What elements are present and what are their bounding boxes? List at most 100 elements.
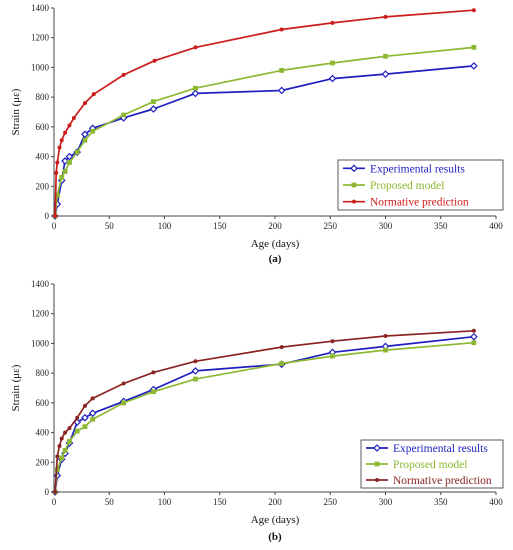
- data-point: [383, 14, 388, 19]
- series-normative-prediction: [53, 328, 476, 494]
- y-tick-label: 0: [45, 487, 50, 497]
- legend-entry: Proposed model: [393, 459, 467, 471]
- data-point: [279, 27, 284, 32]
- x-tick-label: 50: [105, 221, 115, 231]
- data-point: [383, 334, 388, 338]
- data-point: [193, 359, 198, 364]
- y-axis-label: Strain (με): [10, 364, 22, 411]
- y-tick-label: 600: [36, 122, 50, 132]
- y-tick-label: 400: [36, 428, 50, 438]
- y-tick-label: 200: [36, 181, 50, 191]
- data-point: [381, 70, 390, 78]
- data-point: [67, 160, 72, 165]
- data-point: [471, 328, 476, 333]
- data-point: [82, 101, 87, 106]
- data-point: [54, 170, 59, 175]
- data-point: [53, 214, 58, 218]
- data-point: [151, 370, 156, 375]
- legend-box: [337, 159, 504, 211]
- legend-marker: [351, 182, 357, 188]
- chart-panel-a: 0 200 400 600 800 1000 1200 1400 0 50 100 150 200 250…: [10, 3, 504, 265]
- panel-label: (b): [268, 531, 282, 543]
- y-tick-label: 1000: [31, 62, 50, 72]
- data-point: [330, 60, 335, 66]
- legend: Experimental results Proposed model Normat…: [337, 159, 504, 211]
- data-point: [82, 424, 88, 430]
- data-point: [279, 68, 285, 73]
- data-point: [471, 44, 477, 50]
- y-tick-label: 1400: [31, 3, 50, 13]
- chart-panel-b: 0 200 400 600 800 1000 1200 1400 0 50 100 150 200 250…: [10, 279, 504, 543]
- data-point: [67, 123, 72, 128]
- x-tick-label: 400: [489, 497, 503, 507]
- legend-entry: Normative prediction: [370, 197, 469, 209]
- data-point: [328, 74, 337, 83]
- y-tick-label: 400: [36, 152, 50, 162]
- data-point: [193, 85, 198, 91]
- y-tick-label: 1000: [31, 338, 50, 348]
- legend-marker: [374, 461, 380, 467]
- data-point: [67, 439, 72, 444]
- data-point: [91, 92, 96, 97]
- data-point: [151, 99, 156, 104]
- x-tick-label: 0: [52, 497, 57, 507]
- x-tick-label: 200: [268, 497, 282, 507]
- y-tick-label: 1200: [31, 309, 50, 319]
- data-point: [151, 389, 156, 395]
- data-point: [383, 347, 388, 353]
- x-tick-label: 300: [379, 221, 393, 231]
- data-point: [55, 454, 60, 459]
- series-experimental-results: [51, 62, 478, 220]
- data-point: [59, 436, 64, 441]
- y-tick-label: 800: [36, 368, 50, 378]
- data-point: [191, 367, 200, 375]
- series-line: [54, 329, 474, 493]
- data-point: [53, 490, 58, 494]
- x-tick-label: 0: [52, 221, 57, 231]
- data-point: [90, 396, 95, 401]
- legend-marker: [352, 199, 356, 204]
- y-tick-label: 800: [36, 92, 50, 102]
- x-tick-label: 200: [268, 221, 282, 231]
- data-point: [193, 45, 198, 50]
- data-point: [57, 145, 62, 150]
- legend-entry: Normative prediction: [393, 475, 492, 487]
- data-point: [82, 403, 87, 408]
- data-point: [471, 340, 477, 346]
- y-axis-label: Strain (με): [10, 88, 22, 135]
- x-tick-label: 100: [158, 497, 172, 507]
- data-point: [54, 192, 60, 198]
- legend-marker: [350, 164, 358, 173]
- data-point: [121, 400, 127, 406]
- data-point: [193, 376, 198, 382]
- y-tick-label: 0: [45, 211, 50, 221]
- legend-entry: Experimental results: [370, 163, 465, 175]
- data-point: [277, 86, 286, 95]
- data-point: [121, 381, 126, 386]
- legend-entry: Proposed model: [370, 180, 444, 192]
- data-point: [74, 149, 80, 155]
- x-axis-label: Age (days): [251, 514, 300, 526]
- data-point: [279, 361, 285, 366]
- data-point: [63, 430, 68, 435]
- y-tick-label: 200: [36, 457, 50, 467]
- data-point: [59, 174, 65, 180]
- data-point: [279, 345, 284, 350]
- data-point: [55, 160, 60, 165]
- x-axis-label: Age (days): [251, 238, 300, 250]
- y-tick-label: 1400: [31, 279, 50, 289]
- x-tick-label: 400: [489, 221, 503, 231]
- x-tick-label: 150: [213, 497, 227, 507]
- data-point: [65, 152, 74, 161]
- data-point: [330, 353, 335, 359]
- data-point: [90, 128, 96, 134]
- data-point: [149, 105, 158, 113]
- data-point: [75, 415, 80, 420]
- data-point: [59, 455, 65, 461]
- legend: Experimental results Proposed model Normat…: [360, 439, 504, 489]
- series-normative-prediction: [53, 8, 476, 218]
- data-point: [121, 72, 126, 77]
- data-point: [90, 416, 96, 422]
- x-tick-label: 350: [434, 497, 448, 507]
- data-point: [330, 20, 335, 25]
